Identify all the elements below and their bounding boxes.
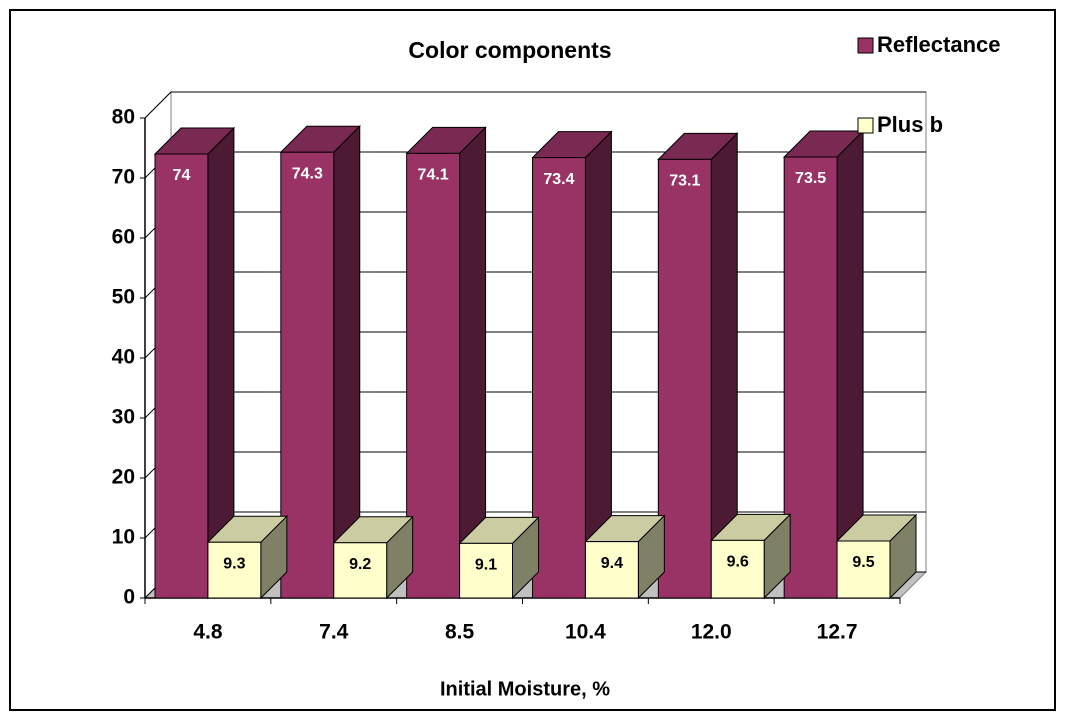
- bar-front: [532, 157, 586, 599]
- bar-front: [459, 542, 513, 599]
- bar-front: [207, 541, 262, 599]
- y-tick-label: 30: [112, 406, 135, 429]
- bar-front: [836, 540, 891, 599]
- y-tick-label: 40: [112, 346, 135, 369]
- bar: [657, 132, 739, 600]
- y-tick-label: 20: [112, 466, 135, 489]
- data-label: 73.4: [543, 171, 574, 188]
- data-label: 9.1: [475, 557, 497, 574]
- bar: [584, 514, 666, 600]
- grid-line: [144, 91, 172, 119]
- y-tick-label: 50: [112, 286, 135, 309]
- x-axis-title: Initial Moisture, %: [440, 678, 610, 700]
- bar: [458, 516, 540, 600]
- y-tick-label: 70: [112, 166, 135, 189]
- data-label: 9.3: [223, 555, 245, 572]
- bar: [782, 129, 865, 600]
- y-tick-label: 80: [112, 106, 135, 129]
- legend-swatch: [857, 117, 874, 134]
- data-label: 9.2: [349, 556, 371, 573]
- x-tick-label: 10.4: [565, 621, 606, 644]
- legend-label: Reflectance: [877, 32, 1001, 57]
- legend-swatch: [857, 37, 874, 54]
- x-tick-label: 7.4: [319, 621, 349, 644]
- bar: [710, 513, 792, 600]
- bar-front: [406, 152, 461, 599]
- data-label: 9.5: [852, 554, 874, 571]
- data-label: 74: [173, 167, 191, 184]
- y-tick-label: 60: [112, 226, 135, 249]
- x-tick-label: 8.5: [445, 621, 475, 644]
- x-tick-label: 4.8: [193, 621, 223, 644]
- x-tick-label: 12.7: [817, 621, 858, 644]
- data-label: 73.1: [669, 173, 700, 190]
- x-tick-label: 12.0: [691, 621, 732, 644]
- chart-title: Color components: [408, 37, 611, 63]
- legend-label: Plus b: [877, 112, 943, 137]
- bar: [835, 513, 918, 600]
- bar: [405, 126, 487, 600]
- bar: [279, 124, 361, 600]
- bar-front: [584, 541, 639, 599]
- bar-front: [154, 153, 209, 599]
- bar-front: [333, 542, 388, 599]
- bar: [332, 515, 414, 600]
- bar-front: [710, 539, 765, 599]
- data-label: 73.5: [795, 170, 826, 187]
- y-tick-label: 0: [123, 586, 135, 609]
- data-label: 74.3: [292, 165, 323, 182]
- data-label: 9.6: [727, 554, 749, 571]
- bar-front: [280, 151, 335, 599]
- y-tick-label: 10: [112, 526, 135, 549]
- bar: [206, 514, 289, 600]
- bar-front: [657, 158, 712, 599]
- bar-front: [783, 156, 838, 599]
- data-label: 74.1: [418, 167, 449, 184]
- data-label: 9.4: [601, 555, 623, 572]
